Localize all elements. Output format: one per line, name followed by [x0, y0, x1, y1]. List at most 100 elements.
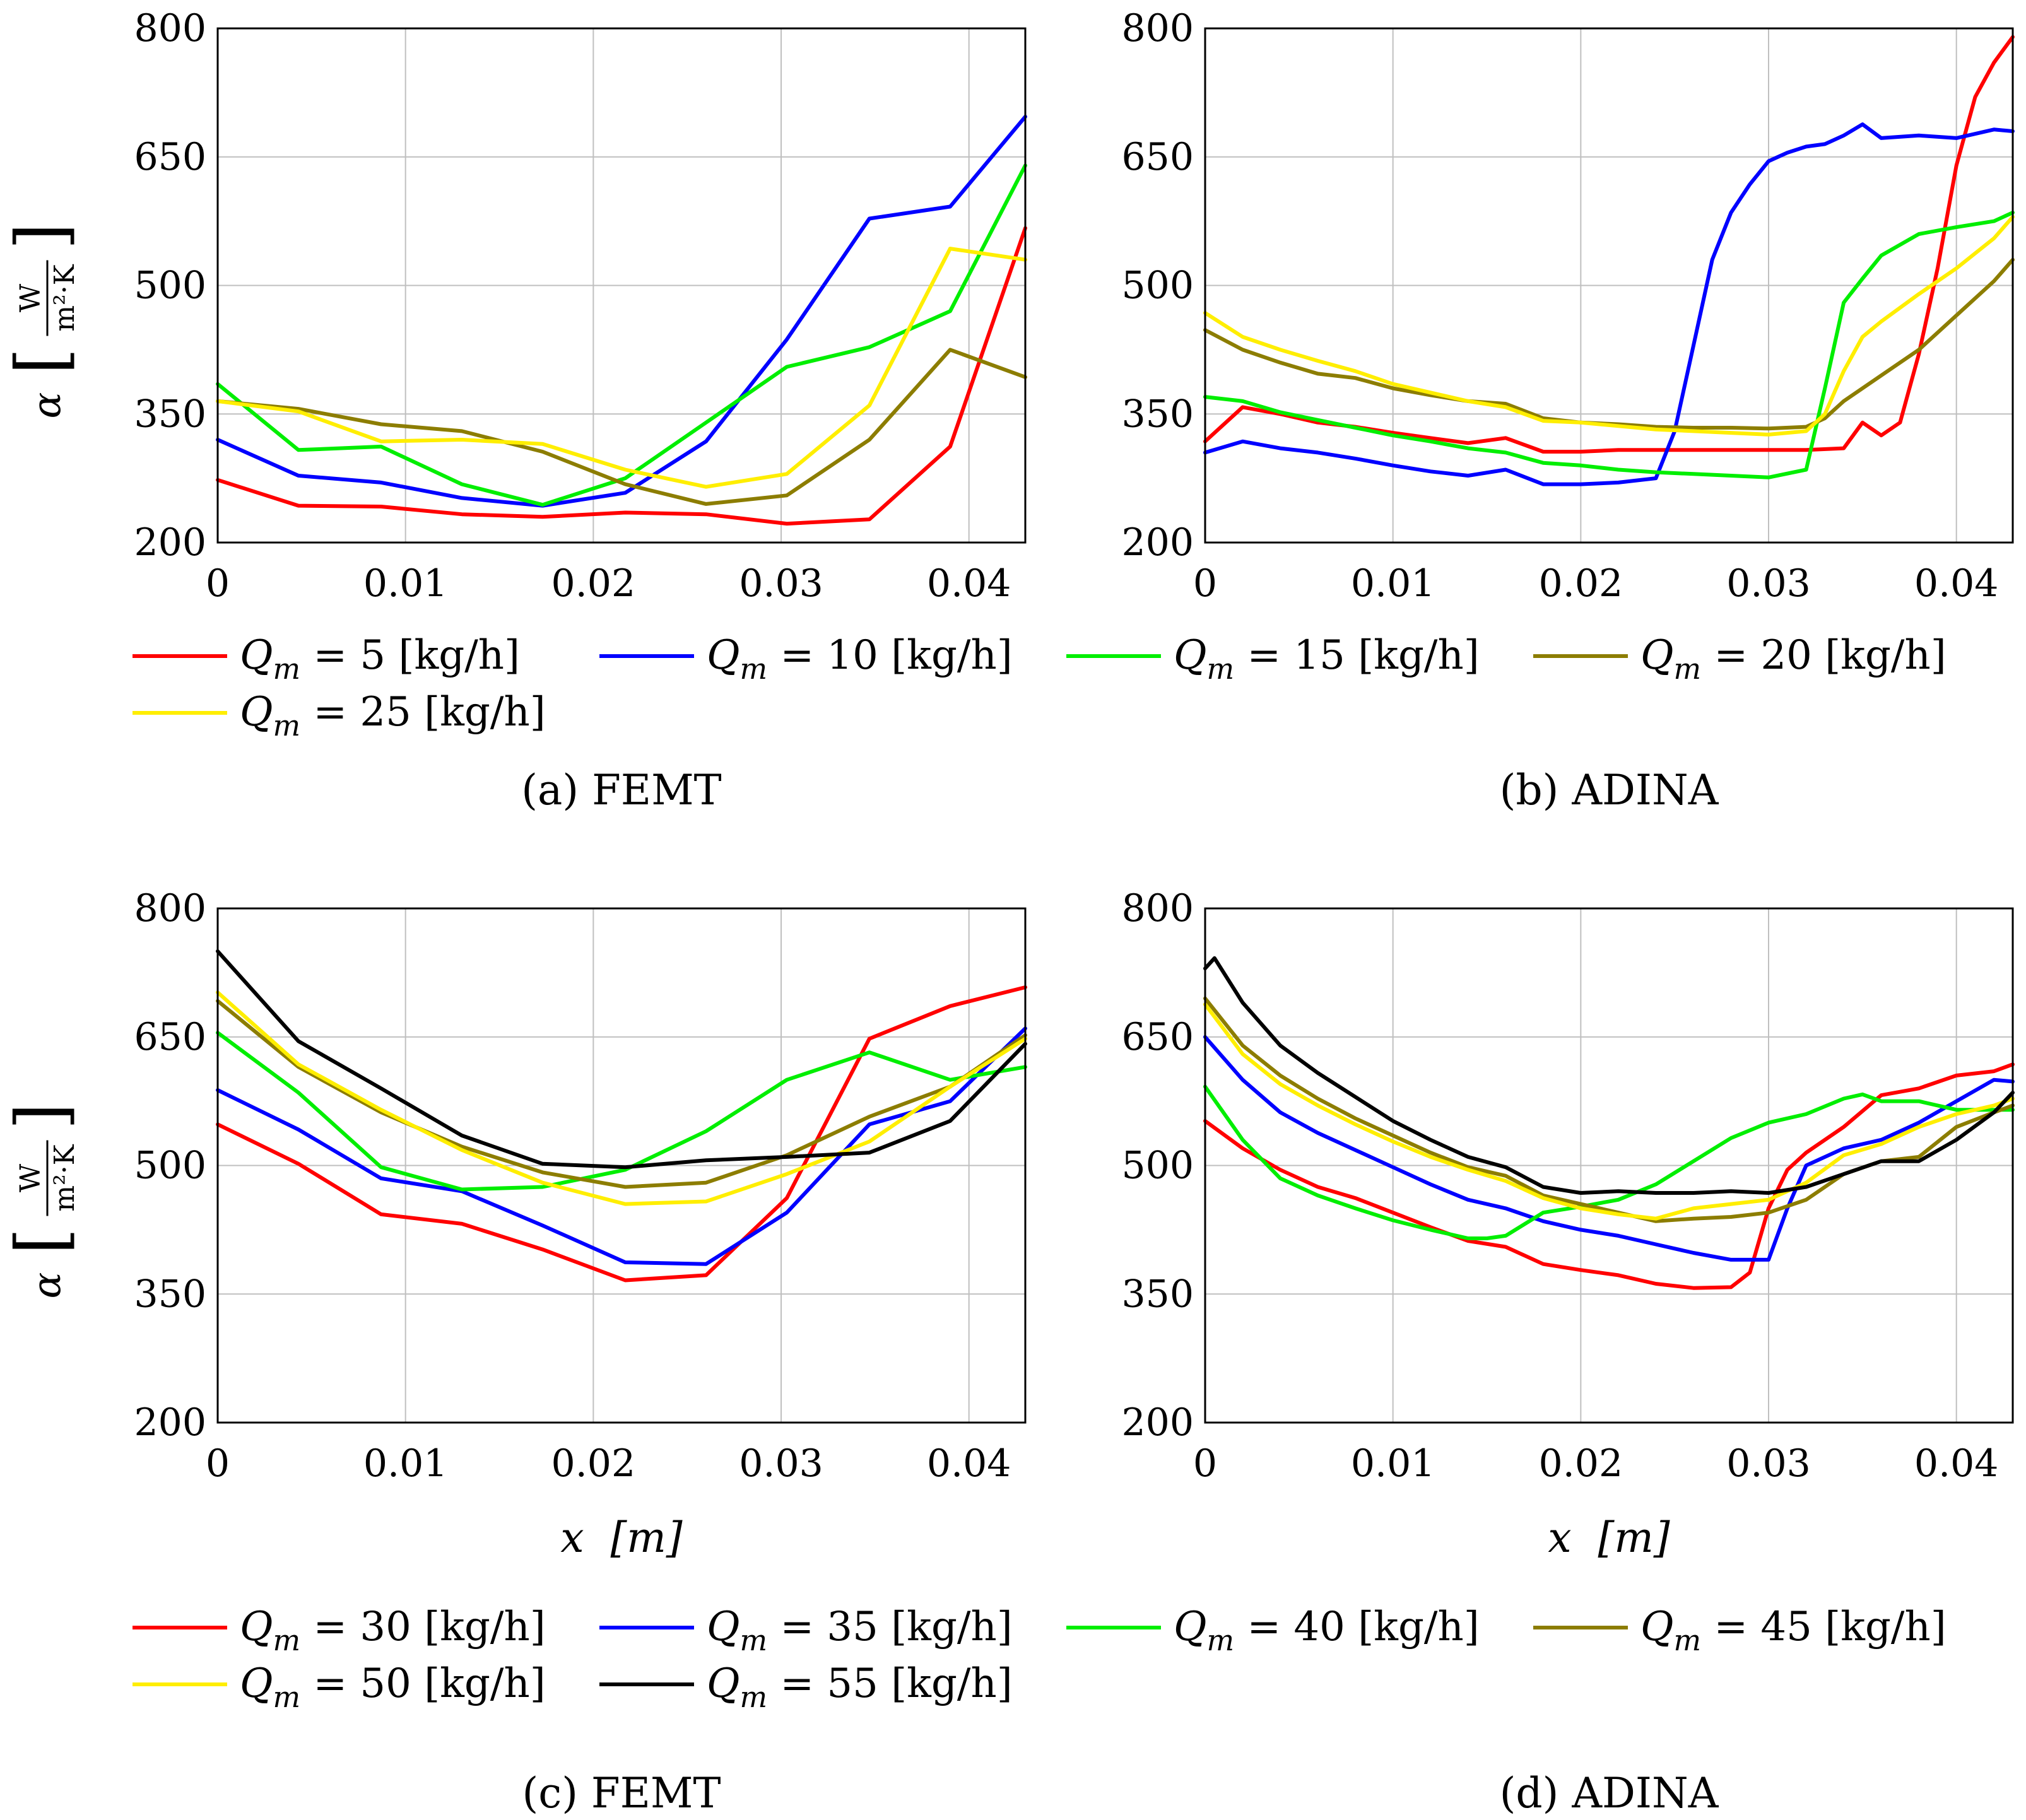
- legend-entry-q45: Qm = 45 [kg/h]: [1640, 1604, 1946, 1657]
- legend-q: Q: [1640, 632, 1673, 679]
- x-tick-labels: 0 0.01 0.02 0.03 0.04: [206, 1441, 1011, 1486]
- legend-value: = 45 [kg/h]: [1701, 1604, 1946, 1650]
- legend-top: Qm = 5 [kg/h] Qm = 10 [kg/h] Qm = 15 [kg/h…: [133, 632, 1946, 743]
- y-tick-labels: 200 350 500 650 800: [1121, 6, 1194, 565]
- series-line-q15: [1203, 211, 2015, 479]
- legend-subscript: m: [739, 1680, 767, 1714]
- legend-subscript: m: [1206, 652, 1234, 686]
- left-bracket: [: [1, 1228, 81, 1255]
- legend-value: = 50 [kg/h]: [300, 1660, 546, 1707]
- x-tick-label: 0.03: [739, 561, 823, 606]
- series-line-q25: [1203, 214, 2015, 437]
- legend-q: Q: [707, 632, 739, 679]
- legend-value: = 15 [kg/h]: [1234, 632, 1480, 679]
- x-tick-label: 0.03: [1726, 1441, 1811, 1486]
- panel-b-adina: 0 0.01 0.02 0.03 0.04 200 350 500 650 800 (b) AD…: [1121, 6, 2015, 814]
- x-tick-label: 0.04: [927, 1441, 1011, 1486]
- legend-subscript: m: [273, 708, 300, 743]
- series-line-q5: [216, 226, 1027, 526]
- legend-subscript: m: [739, 1623, 767, 1657]
- legend-value: = 40 [kg/h]: [1234, 1604, 1480, 1650]
- legend-entry-q30: Qm = 30 [kg/h]: [240, 1604, 546, 1657]
- legend-subscript: m: [273, 652, 300, 686]
- x-tick-label: 0.02: [551, 1441, 636, 1486]
- x-tick-label: 0.02: [1539, 1441, 1623, 1486]
- caption: (b) ADINA: [1500, 766, 1719, 814]
- y-tick-label: 500: [1121, 264, 1194, 308]
- unit-numerator: W: [15, 283, 47, 312]
- y-tick-label: 650: [134, 135, 206, 179]
- y-label-group: α [W m²·K]: [1, 223, 81, 418]
- x-tick-labels: 0 0.01 0.02 0.03 0.04: [1193, 1441, 1999, 1486]
- series-group: [1203, 35, 2015, 486]
- grid: [1204, 908, 2013, 1423]
- legend-entry-q5: Qm = 5 [kg/h]: [240, 632, 520, 686]
- grid: [217, 28, 1025, 543]
- legend-q: Q: [707, 1660, 739, 1707]
- alpha-symbol: α: [23, 1272, 69, 1299]
- y-tick-label: 800: [1121, 886, 1194, 931]
- legend-entry-q40: Qm = 40 [kg/h]: [1174, 1604, 1480, 1657]
- y-tick-label: 650: [134, 1015, 206, 1059]
- legend-value: = 35 [kg/h]: [767, 1604, 1013, 1650]
- x-tick-label: 0.03: [1726, 561, 1811, 606]
- y-tick-label: 200: [1121, 1400, 1194, 1445]
- legend-q: Q: [240, 689, 273, 736]
- legend-q: Q: [240, 632, 273, 679]
- x-axis-label: x [m]: [1548, 1513, 1670, 1562]
- legend-entry-q35: Qm = 35 [kg/h]: [707, 1604, 1013, 1657]
- x-tick-label: 0: [1193, 1441, 1217, 1486]
- legend-value: = 30 [kg/h]: [300, 1604, 546, 1650]
- alpha-symbol: α: [23, 392, 69, 419]
- legend-value: = 20 [kg/h]: [1701, 632, 1946, 679]
- series-line-q40: [1203, 1084, 2015, 1240]
- y-tick-labels: 200 350 500 650 800: [134, 886, 206, 1445]
- x-tick-label: 0.04: [927, 561, 1011, 606]
- plot-frame: [216, 27, 1027, 544]
- series-line-q55: [216, 949, 1027, 1170]
- x-tick-labels: 0 0.01 0.02 0.03 0.04: [206, 561, 1011, 606]
- legend-q: Q: [240, 1660, 273, 1707]
- y-tick-label: 500: [134, 1144, 206, 1188]
- x-tick-label: 0.01: [363, 1441, 448, 1486]
- y-tick-label: 350: [134, 392, 206, 436]
- series-group: [216, 114, 1027, 526]
- legend-q: Q: [1174, 1604, 1206, 1650]
- legend-value: = 10 [kg/h]: [767, 632, 1013, 679]
- series-line-q50: [216, 990, 1027, 1206]
- x-tick-label: 0.02: [1539, 561, 1623, 606]
- series-line-q30: [216, 985, 1027, 1283]
- caption: (d) ADINA: [1500, 1769, 1719, 1817]
- x-tick-labels: 0 0.01 0.02 0.03 0.04: [1193, 561, 1999, 606]
- grid: [1204, 28, 2013, 543]
- legend-q: Q: [707, 1604, 739, 1650]
- legend-entry-q10: Qm = 10 [kg/h]: [707, 632, 1013, 686]
- unit-denominator: m²·K: [49, 1144, 81, 1211]
- y-tick-label: 800: [134, 886, 206, 931]
- legend-value: = 55 [kg/h]: [767, 1660, 1013, 1707]
- legend-bottom: Qm = 30 [kg/h] Qm = 35 [kg/h] Qm = 40 [kg/…: [133, 1604, 1946, 1714]
- legend-value: = 25 [kg/h]: [300, 689, 546, 736]
- legend-subscript: m: [1673, 1623, 1701, 1657]
- legend-value: = 5 [kg/h]: [300, 632, 520, 679]
- x-tick-label: 0.04: [1914, 1441, 1999, 1486]
- x-tick-label: 0.03: [739, 1441, 823, 1486]
- x-tick-label: 0.02: [551, 561, 636, 606]
- y-tick-labels: 200 350 500 650 800: [134, 6, 206, 565]
- series-line-q55: [1203, 956, 2015, 1195]
- caption: (c) FEMT: [522, 1769, 721, 1817]
- legend-subscript: m: [1673, 652, 1701, 686]
- y-tick-label: 200: [134, 520, 206, 565]
- left-bracket: [: [1, 348, 81, 375]
- series-line-q15: [216, 163, 1027, 507]
- caption: (a) FEMT: [521, 766, 721, 814]
- legend-subscript: m: [739, 652, 767, 686]
- series-line-q25: [216, 247, 1027, 489]
- legend-entry-q50: Qm = 50 [kg/h]: [240, 1660, 546, 1714]
- y-axis-label: α [W m²·K]: [1, 223, 81, 418]
- unit-denominator: m²·K: [49, 264, 81, 331]
- plot-frame: [1204, 27, 2014, 544]
- x-tick-label: 0.01: [363, 561, 448, 606]
- panel-c-femt: 0 0.01 0.02 0.03 0.04 200 350 500 650 800 α [W m²·…: [1, 886, 1027, 1817]
- legend-subscript: m: [273, 1623, 300, 1657]
